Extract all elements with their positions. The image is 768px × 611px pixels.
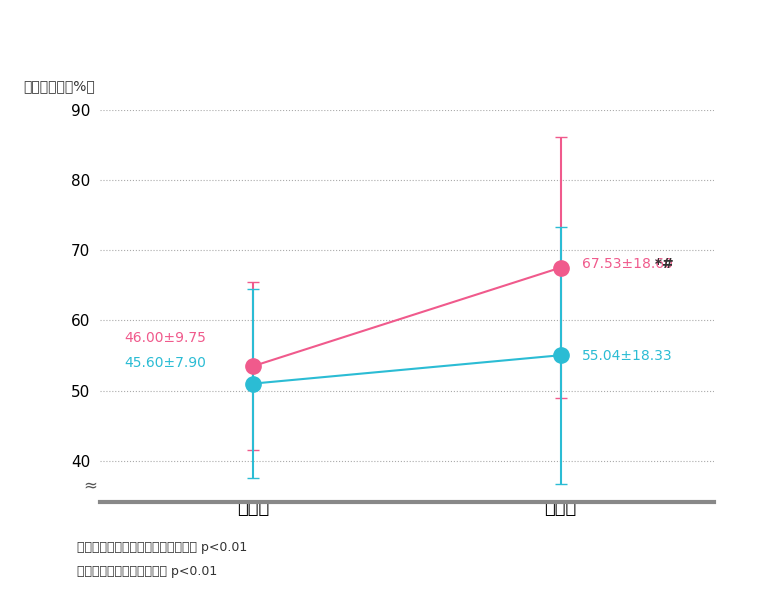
Text: 55.04±18.33: 55.04±18.33	[582, 348, 673, 362]
Text: ≈: ≈	[84, 477, 98, 494]
Text: 45.60±7.90: 45.60±7.90	[124, 356, 207, 370]
Text: ＊　同一群の投与前と投与後の比較 p<0.01: ＊ 同一群の投与前と投与後の比較 p<0.01	[77, 541, 247, 554]
Text: 67.53±18.60: 67.53±18.60	[582, 257, 673, 271]
Text: *#: *#	[650, 257, 674, 271]
Text: 角質水分量（%）: 角質水分量（%）	[23, 79, 94, 93]
Text: 46.00±9.75: 46.00±9.75	[124, 331, 207, 345]
Text: ＃　投与群と対照群の比較 p<0.01: ＃ 投与群と対照群の比較 p<0.01	[77, 565, 217, 578]
